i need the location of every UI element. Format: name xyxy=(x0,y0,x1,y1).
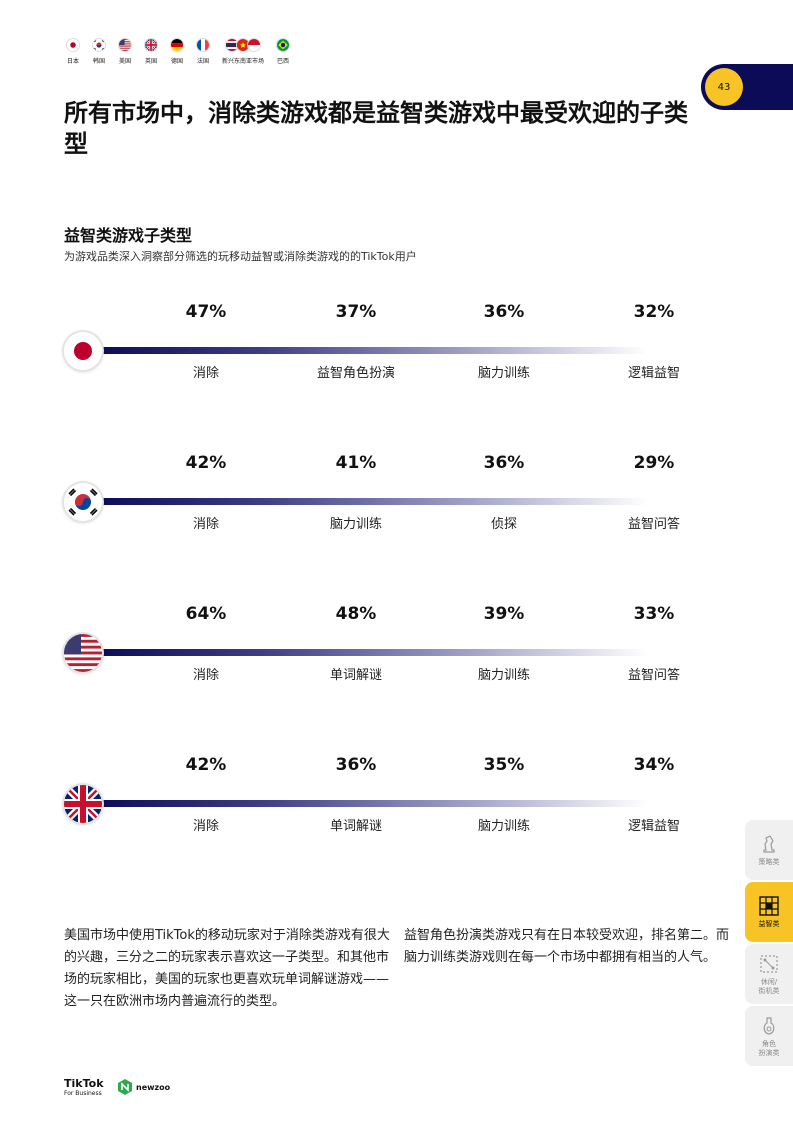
newzoo-mark-icon xyxy=(118,1079,132,1095)
stat-percentage: 36% xyxy=(335,755,377,775)
nav-item-rpg[interactable]: 角色 扮演类 xyxy=(745,1006,793,1066)
page-number: 43 xyxy=(705,68,743,106)
gradient-bar xyxy=(98,649,648,656)
flag-item-sea: 新兴东南亚市场 xyxy=(218,38,268,65)
nav-item-puzzle[interactable]: 益智类 xyxy=(745,882,793,942)
flag-item-japan: 日本 xyxy=(62,38,84,65)
flag-item-korea: 韩国 xyxy=(88,38,110,65)
usa-flag-icon xyxy=(64,634,102,672)
stat-label: 单词解谜 xyxy=(329,819,382,834)
potion-icon xyxy=(763,1016,775,1035)
flag-label: 美国 xyxy=(118,58,131,65)
stat-percentage: 35% xyxy=(483,755,525,775)
stat-percentage: 41% xyxy=(335,453,377,473)
category-side-nav: 策略类 益智类 休闲/ 街机类 角色 扮演类 xyxy=(745,820,793,1068)
gradient-bar xyxy=(98,498,648,505)
stat-label: 益智角色扮演 xyxy=(316,366,395,381)
stat-label: 单词解谜 xyxy=(329,668,382,683)
stat-percentage: 37% xyxy=(335,302,377,322)
stat-percentage: 29% xyxy=(633,453,675,473)
market-row-japan: 47% 消除 37% 益智角色扮演 36% 脑力训练 32% 逻辑益智 xyxy=(64,302,704,402)
flag-item-uk: 英国 xyxy=(140,38,162,65)
stat-label: 消除 xyxy=(192,517,219,532)
gradient-bar xyxy=(98,800,648,807)
chess-knight-icon xyxy=(763,835,775,853)
stat-percentage: 32% xyxy=(633,302,675,322)
stat-label: 消除 xyxy=(192,819,219,834)
tiktok-wordmark: TikTok xyxy=(64,1077,104,1090)
usa-flag-icon xyxy=(118,38,132,52)
stat-label: 脑力训练 xyxy=(329,517,382,532)
section-title: 益智类游戏子类型 xyxy=(64,226,193,245)
stat-percentage: 47% xyxy=(185,302,227,322)
stat-label: 消除 xyxy=(192,668,219,683)
nav-item-label: 休闲/ 街机类 xyxy=(758,977,780,995)
stat-percentage: 64% xyxy=(185,604,227,624)
section-subtitle: 为游戏品类深入洞察部分筛选的玩移动益智或消除类游戏的的TikTok用户 xyxy=(64,250,417,263)
nav-item-label: 角色 扮演类 xyxy=(758,1039,780,1057)
nav-item-arcade[interactable]: 休闲/ 街机类 xyxy=(745,944,793,1004)
puzzle-grid-icon xyxy=(759,896,779,916)
stat-label: 消除 xyxy=(192,366,219,381)
stat-label: 益智问答 xyxy=(627,517,680,532)
germany-flag-icon xyxy=(170,38,184,52)
indonesia-flag-icon xyxy=(247,38,261,52)
stat-label: 脑力训练 xyxy=(477,819,530,834)
page-number-tab: 43 xyxy=(701,64,793,110)
tiktok-for-business-logo: TikTok For Business xyxy=(64,1077,104,1098)
flag-item-france: 法国 xyxy=(192,38,214,65)
stat-percentage: 34% xyxy=(633,755,675,775)
market-row-usa: 64% 消除 48% 单词解谜 39% 脑力训练 33% 益智问答 xyxy=(64,604,704,704)
body-paragraph-right: 益智角色扮演类游戏只有在日本较受欢迎，排名第二。而脑力训练类游戏则在每一个市场中… xyxy=(404,928,730,965)
nav-item-label: 益智类 xyxy=(758,920,780,928)
stat-percentage: 33% xyxy=(633,604,675,624)
market-row-korea: 42% 消除 41% 脑力训练 36% 侦探 29% 益智问答 xyxy=(64,453,704,553)
nav-item-strategy[interactable]: 策略类 xyxy=(745,820,793,880)
flag-label: 法国 xyxy=(196,58,209,65)
flag-label: 德国 xyxy=(170,58,183,65)
japan-flag-icon xyxy=(64,332,102,370)
korea-flag-icon xyxy=(64,483,102,521)
flag-label: 巴西 xyxy=(276,58,289,65)
stat-percentage: 42% xyxy=(185,453,227,473)
tiktok-sub-wordmark: For Business xyxy=(64,1090,102,1097)
flag-item-brazil: 巴西 xyxy=(272,38,294,65)
nav-item-label: 策略类 xyxy=(758,858,780,866)
france-flag-icon xyxy=(196,38,210,52)
stat-percentage: 36% xyxy=(483,453,525,473)
flag-item-usa: 美国 xyxy=(114,38,136,65)
stat-percentage: 39% xyxy=(483,604,525,624)
flag-label: 韩国 xyxy=(92,58,105,65)
arcade-icon xyxy=(760,954,778,973)
body-paragraph-left: 美国市场中使用TikTok的移动玩家对于消除类游戏有很大的兴趣，三分之二的玩家表… xyxy=(64,928,390,1009)
page-title: 所有市场中，消除类游戏都是益智类游戏中最受欢迎的子类型 xyxy=(64,99,688,158)
flag-label: 日本 xyxy=(66,58,79,65)
stat-percentage: 42% xyxy=(185,755,227,775)
stat-label: 脑力训练 xyxy=(477,668,530,683)
brazil-flag-icon xyxy=(276,38,290,52)
flag-label: 英国 xyxy=(144,58,157,65)
japan-flag-icon xyxy=(66,38,80,52)
stat-label: 逻辑益智 xyxy=(627,366,680,381)
korea-flag-icon xyxy=(92,38,106,52)
stat-percentage: 48% xyxy=(335,604,377,624)
stat-percentage: 36% xyxy=(483,302,525,322)
uk-flag-icon xyxy=(64,785,102,823)
stat-label: 侦探 xyxy=(490,517,517,532)
market-flag-strip: 日本 韩国 美国 英国 德国 法国 新兴东南亚市场 巴西 xyxy=(62,38,294,65)
flag-item-germany: 德国 xyxy=(166,38,188,65)
uk-flag-icon xyxy=(144,38,158,52)
flag-label: 新兴东南亚市场 xyxy=(221,58,264,65)
market-row-uk: 42% 消除 36% 单词解谜 35% 脑力训练 34% 逻辑益智 xyxy=(64,755,704,855)
stat-label: 逻辑益智 xyxy=(627,819,680,834)
gradient-bar xyxy=(98,347,648,354)
newzoo-logo: newzoo xyxy=(116,1078,170,1096)
stat-label: 益智问答 xyxy=(627,668,680,683)
stat-label: 脑力训练 xyxy=(477,366,530,381)
newzoo-wordmark: newzoo xyxy=(136,1082,171,1092)
